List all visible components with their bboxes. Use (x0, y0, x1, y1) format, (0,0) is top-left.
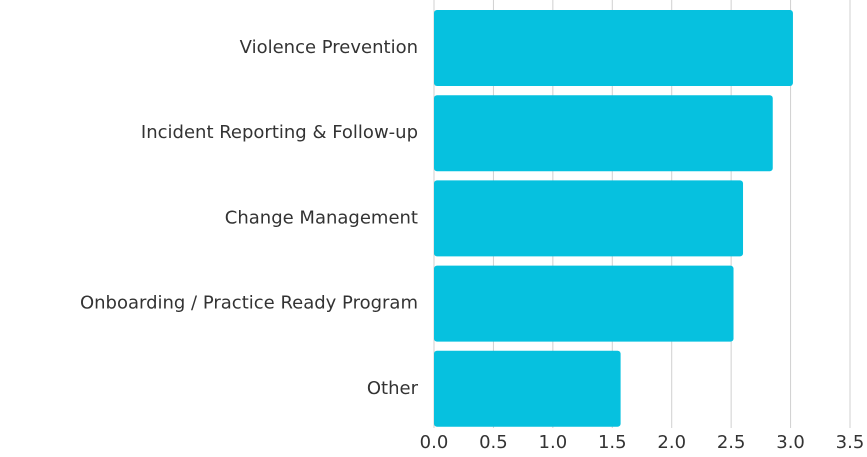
bar (434, 180, 744, 257)
bar (434, 95, 773, 172)
bar (434, 265, 734, 342)
x-tick-label: 3.0 (776, 432, 805, 453)
bar (434, 350, 621, 427)
x-tick-label: 1.5 (598, 432, 627, 453)
x-tick-label: 2.0 (657, 432, 686, 453)
x-tick-label: 0.0 (420, 432, 449, 453)
x-tick-label: 3.5 (836, 432, 865, 453)
y-tick-label: Onboarding / Practice Ready Program (80, 293, 418, 314)
x-tick-label: 2.5 (717, 432, 746, 453)
y-tick-label: Incident Reporting & Follow-up (141, 122, 418, 143)
y-tick-label: Change Management (225, 207, 418, 228)
x-tick-label: 1.0 (539, 432, 568, 453)
y-tick-label: Violence Prevention (240, 37, 418, 58)
bar (434, 10, 793, 86)
x-tick-label: 0.5 (479, 432, 508, 453)
y-tick-label: Other (367, 378, 419, 399)
